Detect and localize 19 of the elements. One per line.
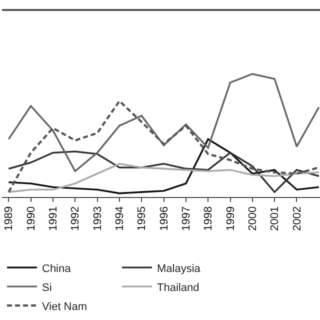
x-tick-label: 2000 [246, 206, 259, 231]
legend-label: Malaysia [157, 262, 202, 275]
x-tick-label: 1997 [180, 206, 193, 231]
legend-label: Si [42, 282, 52, 294]
x-tick-label: 1990 [25, 206, 38, 231]
x-tick-label: 1993 [92, 206, 104, 231]
x-tick-label: 1992 [70, 206, 82, 231]
legend-label: China [42, 262, 72, 275]
x-tick-label: 1994 [114, 206, 126, 231]
x-tick-label: 1998 [202, 206, 215, 231]
x-tick-label: 1991 [48, 206, 60, 231]
x-tick-label: 1995 [136, 206, 148, 231]
x-tick-label: 1999 [224, 206, 237, 231]
x-tick-label: 2001 [269, 206, 282, 231]
legend-label: Thailand [157, 282, 200, 294]
x-tick-label: 1996 [158, 206, 170, 231]
x-tick-label: 1989 [3, 206, 16, 231]
x-tick-label: 2002 [291, 206, 304, 231]
legend-label: Viet Nam [42, 300, 88, 313]
